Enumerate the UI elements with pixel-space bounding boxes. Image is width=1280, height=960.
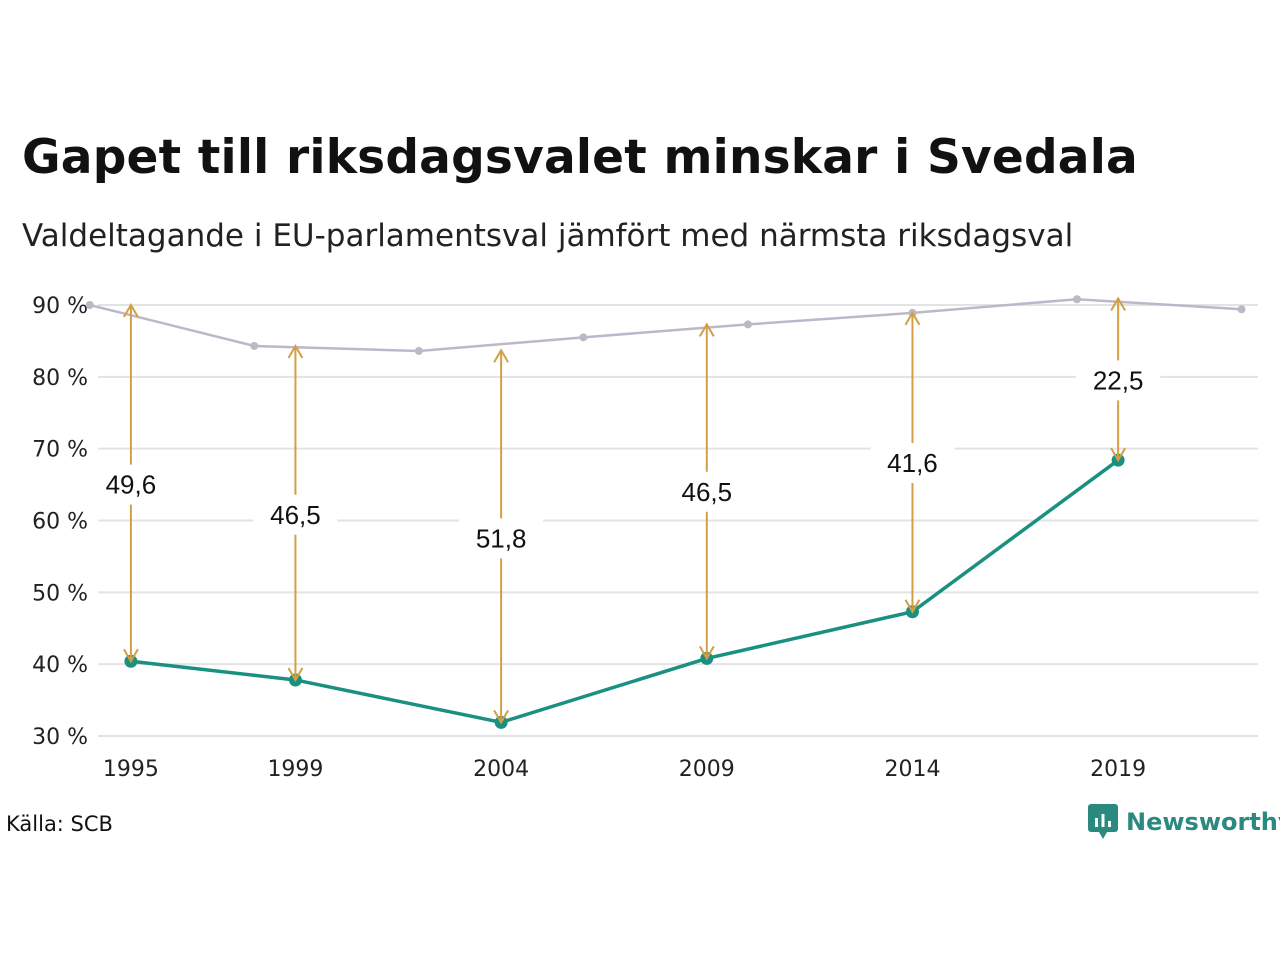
gap-arrowhead-top (287, 343, 304, 359)
gap-arrowhead-bottom (1110, 447, 1127, 463)
y-tick-label: 90 % (32, 294, 88, 319)
riksdag-point (1073, 295, 1082, 304)
chart-title: Gapet till riksdagsvalet minskar i Sveda… (22, 130, 1138, 185)
y-tick-label: 70 % (32, 438, 88, 463)
gap-arrowhead-top (698, 322, 715, 337)
gap-label: 46,5 (270, 500, 321, 530)
x-tick-label: 2009 (679, 757, 735, 782)
gap-label-bg (253, 494, 338, 535)
x-tick-label: 1995 (103, 757, 159, 782)
gap-label: 22,5 (1093, 365, 1144, 395)
x-tick-label: 2004 (473, 757, 529, 782)
riksdag-line (89, 298, 1242, 353)
riksdag-point (743, 320, 752, 329)
gap-label: 49,6 (106, 470, 157, 500)
gap-arrowhead-top (123, 303, 139, 318)
gap-arrowhead-bottom (287, 667, 304, 682)
source-note: Källa: SCB (6, 812, 113, 836)
y-tick-label: 60 % (32, 510, 88, 535)
gap-arrowhead-top (1110, 296, 1127, 312)
gap-label-bg (664, 471, 749, 512)
brand-name: Newsworthy (1126, 808, 1280, 836)
x-tick-label: 2014 (884, 757, 940, 782)
y-tick-label: 50 % (32, 581, 88, 606)
gap-arrowhead-bottom (493, 709, 509, 725)
riksdag-point (250, 341, 259, 350)
y-tick-label: 80 % (32, 366, 88, 391)
gap-label-bg (1076, 360, 1161, 401)
x-tick-label: 2019 (1090, 757, 1146, 782)
gap-label-bg (88, 464, 173, 505)
riksdag-point (579, 333, 588, 342)
newsworthy-brand[interactable]: Newsworthy (1088, 804, 1280, 840)
gap-arrowhead-bottom (123, 648, 139, 664)
gap-label: 41,6 (887, 448, 938, 478)
eu-line (130, 458, 1120, 725)
gap-arrowhead-bottom (904, 599, 921, 614)
gap-label: 51,8 (476, 523, 527, 553)
riksdag-point (85, 301, 94, 309)
riksdag-point (414, 346, 423, 355)
gap-arrowhead-bottom (698, 645, 715, 661)
gap-label: 46,5 (681, 477, 732, 507)
gap-label-bg (459, 518, 544, 559)
y-tick-label: 30 % (32, 725, 88, 750)
gap-label-bg (870, 443, 955, 484)
x-tick-label: 1999 (267, 757, 323, 782)
y-tick-label: 40 % (32, 653, 88, 678)
newsworthy-logo-icon (1088, 804, 1118, 839)
gap-arrowhead-top (493, 348, 509, 363)
gap-arrowhead-top (904, 310, 921, 326)
chart-subtitle: Valdeltagande i EU-parlamentsval jämfört… (22, 218, 1074, 254)
riksdag-point (1237, 305, 1246, 314)
